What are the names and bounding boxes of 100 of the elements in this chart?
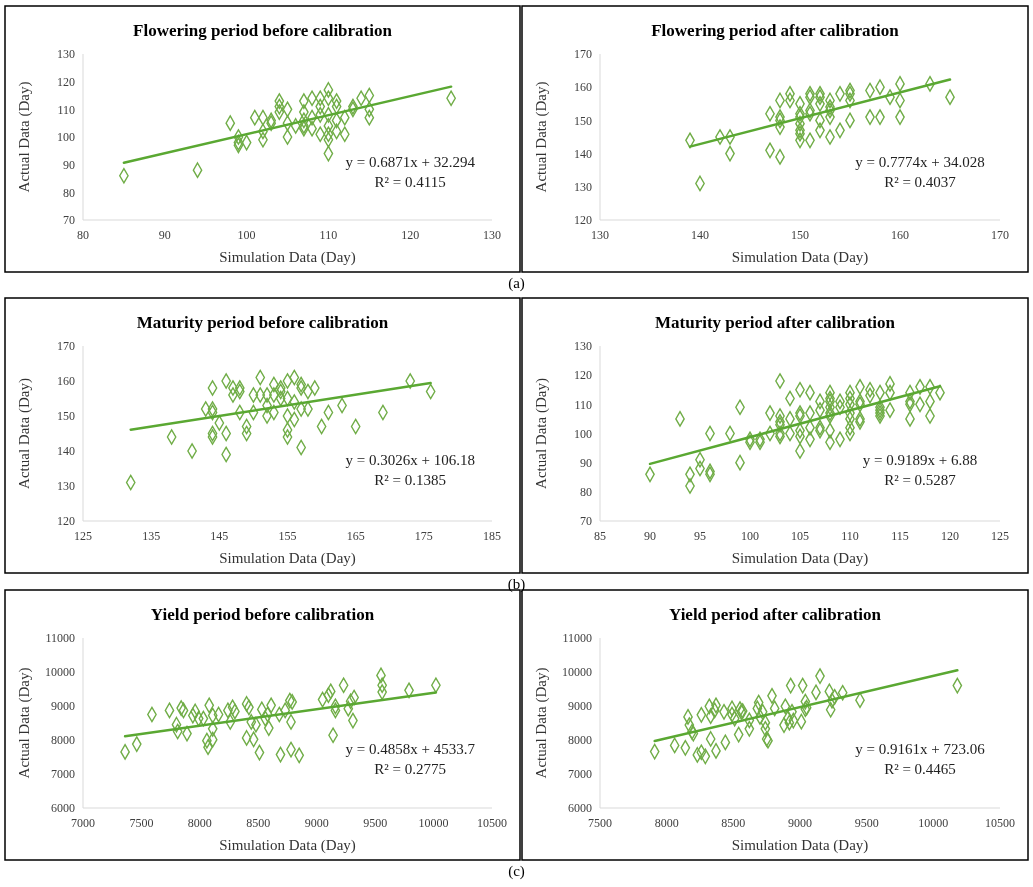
annotation: R² = 0.4037 (884, 173, 957, 190)
y-axis-title: Actual Data (Day) (533, 667, 550, 779)
y-tick-label: 7000 (568, 767, 592, 782)
x-tick-label: 125 (991, 529, 1009, 543)
y-tick-label: 160 (57, 374, 75, 389)
y-tick-label: 170 (57, 339, 75, 354)
y-axis-title: Actual Data (Day) (533, 378, 550, 489)
chart-title: Flowering period before calibration (133, 21, 393, 40)
x-tick-label: 125 (74, 529, 92, 543)
y-axis-title: Actual Data (Day) (16, 378, 33, 489)
x-tick-label: 85 (594, 529, 606, 543)
chart-title: Yield period after calibration (668, 605, 882, 624)
y-tick-label: 9000 (51, 699, 75, 714)
x-tick-label: 185 (483, 529, 501, 543)
y-tick-label: 150 (574, 113, 592, 128)
annotation: y = 0.6871x + 32.294 (345, 153, 476, 170)
y-tick-label: 8000 (51, 733, 75, 748)
y-tick-label: 120 (574, 368, 592, 383)
x-tick-label: 9000 (788, 816, 812, 830)
x-tick-label: 175 (414, 529, 433, 543)
x-tick-label: 8000 (187, 816, 212, 830)
y-axis-title: Actual Data (Day) (16, 667, 33, 779)
x-tick-label: 110 (319, 228, 338, 242)
x-tick-label: 145 (210, 529, 229, 543)
x-tick-label: 10500 (477, 816, 507, 830)
x-tick-label: 8000 (654, 816, 679, 830)
text: (a) (508, 275, 525, 292)
x-tick-label: 9000 (304, 816, 329, 830)
x-tick-label: 115 (891, 529, 909, 543)
x-tick-label: 120 (941, 529, 959, 543)
annotation: R² = 0.1385 (374, 472, 447, 488)
y-tick-label: 11000 (562, 631, 592, 646)
y-tick-label: 120 (57, 514, 75, 529)
y-tick-label: 130 (57, 47, 75, 62)
y-tick-label: 160 (574, 80, 592, 95)
y-tick-label: 130 (574, 339, 592, 354)
x-tick-label: 7500 (588, 816, 612, 830)
x-tick-label: 10000 (418, 816, 449, 830)
y-tick-label: 70 (63, 213, 75, 228)
x-tick-label: 10500 (985, 816, 1015, 830)
x-tick-label: 90 (158, 228, 171, 242)
y-tick-label: 100 (57, 130, 75, 145)
y-tick-label: 90 (63, 157, 75, 172)
x-tick-label: 100 (741, 529, 759, 543)
x-tick-label: 8500 (246, 816, 271, 830)
y-tick-label: 80 (63, 185, 75, 200)
y-tick-label: 130 (57, 479, 75, 494)
chart-title: Maturity period after calibration (654, 313, 896, 332)
y-tick-label: 120 (57, 74, 75, 89)
y-tick-label: 100 (574, 426, 592, 441)
x-tick-label: 140 (691, 228, 709, 242)
x-tick-label: 120 (401, 228, 420, 242)
annotation: R² = 0.4115 (374, 173, 446, 190)
x-tick-label: 95 (694, 529, 706, 543)
x-tick-label: 7500 (129, 816, 154, 830)
x-axis-title: Simulation Data (Day) (219, 837, 356, 854)
x-axis-title: Simulation Data (Day) (219, 249, 356, 266)
chart-title: Yield period before calibration (150, 605, 375, 624)
y-tick-label: 11000 (45, 631, 75, 646)
y-tick-label: 90 (580, 455, 592, 470)
y-tick-label: 6000 (568, 801, 592, 816)
y-tick-label: 8000 (568, 733, 592, 748)
y-tick-label: 110 (57, 102, 75, 117)
y-tick-label: 70 (580, 514, 592, 529)
x-tick-label: 130 (591, 228, 609, 242)
y-tick-label: 7000 (51, 767, 75, 782)
annotation: R² = 0.4465 (884, 760, 956, 777)
y-tick-label: 80 (580, 485, 592, 500)
x-tick-label: 155 (278, 529, 297, 543)
annotation: y = 0.9189x + 6.88 (862, 452, 978, 468)
y-tick-label: 150 (57, 409, 75, 424)
x-tick-label: 170 (991, 228, 1009, 242)
y-tick-label: 110 (574, 397, 592, 412)
y-tick-label: 140 (574, 146, 592, 161)
text: (b) (507, 576, 526, 593)
x-tick-label: 9500 (363, 816, 388, 830)
x-tick-label: 130 (483, 228, 501, 242)
annotation: R² = 0.2775 (374, 760, 447, 777)
x-axis-title: Simulation Data (Day) (219, 550, 356, 567)
y-tick-label: 170 (574, 47, 592, 62)
x-tick-label: 90 (644, 529, 656, 543)
x-tick-label: 8500 (721, 816, 746, 830)
y-tick-label: 9000 (568, 699, 592, 714)
y-tick-label: 10000 (562, 665, 592, 680)
annotation: R² = 0.5287 (884, 472, 957, 488)
x-tick-label: 165 (346, 529, 365, 543)
x-axis-title: Simulation Data (Day) (731, 249, 869, 266)
x-tick-label: 10000 (918, 816, 949, 830)
x-tick-label: 150 (791, 228, 809, 242)
x-axis-title: Simulation Data (Day) (731, 837, 869, 854)
annotation: y = 0.3026x + 106.18 (345, 452, 475, 468)
x-tick-label: 80 (77, 228, 89, 242)
x-tick-label: 135 (142, 529, 161, 543)
annotation: y = 0.7774x + 34.028 (855, 153, 985, 170)
y-tick-label: 130 (574, 180, 592, 194)
chart-title: Maturity period before calibration (136, 313, 389, 332)
annotation: y = 0.4858x + 4533.7 (345, 740, 476, 757)
x-tick-label: 160 (891, 228, 909, 242)
y-axis-title: Actual Data (Day) (16, 81, 33, 193)
y-tick-label: 140 (57, 444, 75, 459)
